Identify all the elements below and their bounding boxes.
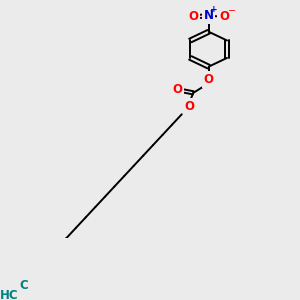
Text: −: − bbox=[228, 6, 236, 16]
Text: O: O bbox=[184, 100, 194, 113]
Text: +: + bbox=[210, 5, 217, 14]
Text: O: O bbox=[219, 10, 229, 23]
Text: HC: HC bbox=[0, 289, 18, 300]
Text: O: O bbox=[188, 10, 198, 23]
Text: O: O bbox=[204, 73, 214, 86]
Text: N: N bbox=[204, 9, 214, 22]
Text: O: O bbox=[172, 83, 182, 96]
Text: C: C bbox=[20, 279, 28, 292]
